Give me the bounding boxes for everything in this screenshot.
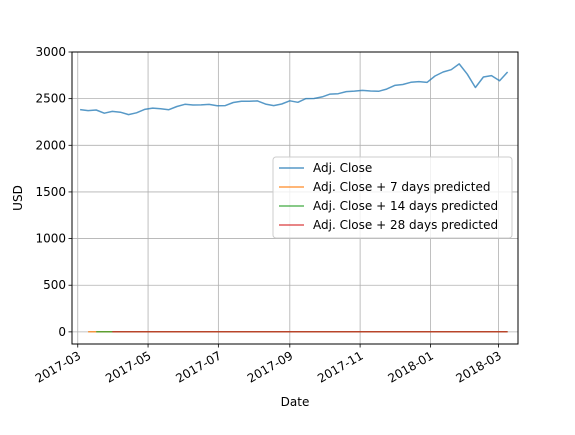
y-tick-label: 500: [43, 278, 66, 292]
y-tick-label: 2000: [35, 138, 66, 152]
legend: Adj. Close Adj. Close + 7 days predicted A…: [272, 156, 513, 239]
y-tick-label: 1500: [35, 185, 66, 199]
x-axis-label: Date: [281, 395, 310, 409]
legend-label: Adj. Close: [313, 161, 372, 175]
y-tick-label: 2500: [35, 92, 66, 106]
legend-label: Adj. Close + 14 days predicted: [313, 199, 498, 213]
plot-frame: [71, 51, 519, 345]
series-lines: [80, 63, 509, 333]
legend-label: Adj. Close + 28 days predicted: [313, 218, 498, 232]
y-tick-label: 0: [58, 325, 66, 339]
y-tick-label: 1000: [35, 232, 66, 246]
legend-label: Adj. Close + 7 days predicted: [313, 180, 490, 194]
y-axis: 0 500 1000 1500 2000 2500 3000: [35, 45, 72, 339]
series-line: [80, 63, 509, 116]
y-tick-label: 3000: [35, 45, 66, 59]
y-axis-label: USD: [11, 185, 25, 211]
legend-frame: [272, 156, 513, 239]
